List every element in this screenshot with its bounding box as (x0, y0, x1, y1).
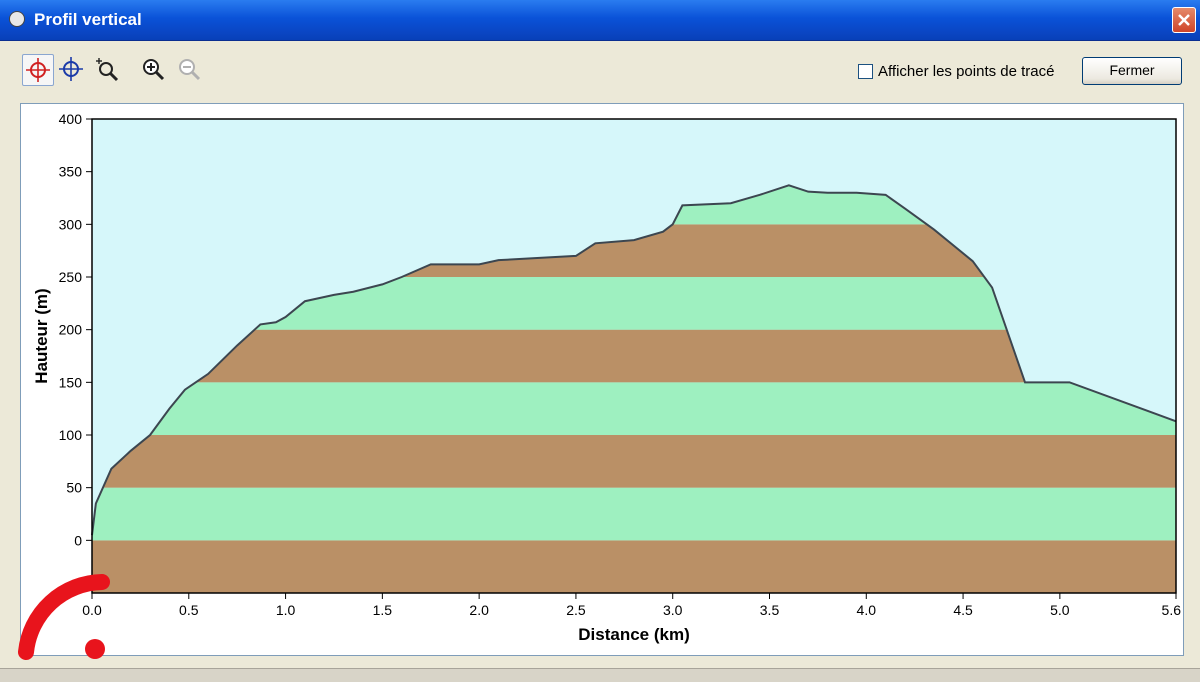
zoom-extent-icon (96, 58, 119, 82)
x-tick-label: 5.6 (1162, 602, 1182, 618)
y-tick-label: 350 (59, 164, 83, 180)
close-dialog-button[interactable]: Fermer (1082, 57, 1182, 85)
y-tick-label: 200 (59, 322, 83, 338)
x-tick-label: 3.5 (760, 602, 780, 618)
crosshair-blue-icon (59, 57, 83, 81)
terrain-band (92, 382, 1176, 435)
watermark-logo (18, 574, 110, 660)
y-tick-label: 400 (59, 111, 83, 127)
terrain-band (92, 435, 1176, 488)
plot-frame (91, 118, 1177, 594)
zoom-out-icon (179, 59, 201, 81)
x-tick-label: 4.0 (857, 602, 877, 618)
close-icon (1178, 14, 1190, 26)
x-tick-label: 3.0 (663, 602, 683, 618)
window-title: Profil vertical (34, 10, 142, 29)
y-axis-title: Hauteur (m) (32, 288, 51, 383)
x-tick-label: 1.5 (373, 602, 393, 618)
y-tick-label: 50 (66, 480, 82, 496)
terrain-band (92, 540, 1176, 593)
y-tick-label: 0 (74, 532, 82, 548)
x-tick-label: 4.5 (953, 602, 973, 618)
zoom-extent-tool[interactable] (92, 54, 124, 86)
profile-line (91, 184, 1177, 536)
show-track-points-label[interactable]: Afficher les points de tracé (878, 63, 1055, 80)
y-tick-label: 150 (59, 374, 83, 390)
x-tick-label: 0.5 (179, 602, 199, 618)
elevation-profile-chart[interactable]: 400 350 300 250 200 150 100 50 0 0.0 0.5 1.0 1.5 2.0 2… (21, 104, 1183, 655)
show-track-points-checkbox[interactable] (858, 64, 873, 79)
close-button[interactable] (1172, 7, 1196, 33)
y-tick-label: 300 (59, 216, 83, 232)
x-tick-label: 2.0 (469, 602, 489, 618)
x-tick-label: 1.0 (276, 602, 296, 618)
y-tick-label: 100 (59, 427, 83, 443)
chart-panel: 400 350 300 250 200 150 100 50 0 0.0 0.5 1.0 1.5 2.0 2… (20, 103, 1184, 656)
terrain-band (92, 487, 1176, 541)
crosshair-blue-tool[interactable] (56, 54, 88, 86)
zoom-out-tool[interactable] (174, 54, 206, 86)
status-strip (0, 668, 1200, 682)
crosshair-red-icon (26, 58, 50, 82)
x-tick-label: 2.5 (566, 602, 586, 618)
y-tick-label: 250 (59, 269, 83, 285)
x-tick-label: 5.0 (1050, 602, 1070, 618)
terrain-band (92, 329, 1176, 383)
x-axis-title: Distance (km) (578, 625, 689, 644)
title-bar: Profil vertical (0, 0, 1200, 41)
zoom-in-tool[interactable] (138, 54, 170, 86)
crosshair-red-tool[interactable] (22, 54, 54, 86)
zoom-in-icon (143, 59, 165, 81)
app-icon (9, 11, 25, 27)
x-tick-label: 0.0 (82, 602, 102, 618)
